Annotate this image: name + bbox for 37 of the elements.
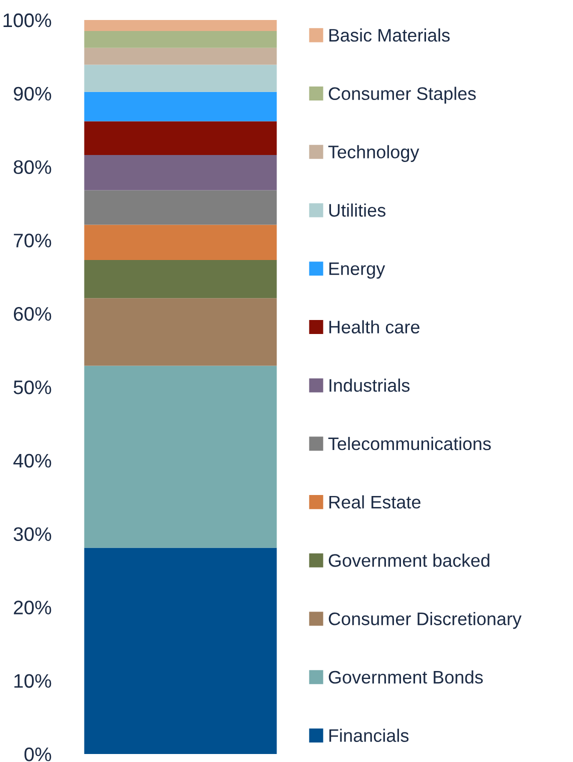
legend-label: Industrials	[330, 378, 410, 392]
bar	[84, 190, 277, 225]
y-tick-label: 60%	[14, 307, 52, 321]
y-tick-label: 0%	[24, 747, 52, 762]
legend-label: Health care	[329, 320, 420, 334]
legend-label: Real Estate	[329, 495, 420, 509]
legend-label: Government backed	[328, 554, 490, 567]
y-tick-label: 10%	[14, 674, 52, 688]
legend-label: Financials	[329, 728, 409, 742]
legend-label: Energy	[329, 262, 386, 279]
bar	[84, 30, 277, 48]
bar	[84, 548, 277, 754]
y-tick-label: 30%	[14, 527, 52, 542]
legend-label: Utilities	[329, 203, 386, 217]
y-tick-label: 70%	[14, 234, 52, 248]
legend-label: Basic Materials	[329, 28, 450, 42]
bar	[84, 121, 277, 156]
legend-label: Consumer Discretionary	[328, 612, 522, 629]
legend-label: Consumer Staples	[328, 86, 476, 104]
bar	[84, 260, 277, 298]
bar	[84, 155, 277, 190]
y-tick-label: 100%	[4, 13, 52, 28]
legend-label: Technology	[328, 145, 420, 162]
bar	[84, 366, 277, 548]
bar	[84, 298, 277, 366]
y-tick-label: 50%	[14, 380, 52, 394]
bar	[84, 20, 277, 31]
y-tick-label: 80%	[14, 160, 52, 174]
bar	[84, 48, 277, 65]
y-tick-label: 90%	[14, 86, 52, 101]
bar	[84, 92, 277, 122]
bar	[84, 224, 277, 260]
legend-label: Telecommunications	[328, 436, 491, 450]
y-tick-label: 20%	[14, 600, 52, 614]
y-tick-label: 40%	[13, 454, 52, 468]
legend-label: Government Bonds	[328, 670, 483, 684]
bar	[84, 64, 277, 92]
